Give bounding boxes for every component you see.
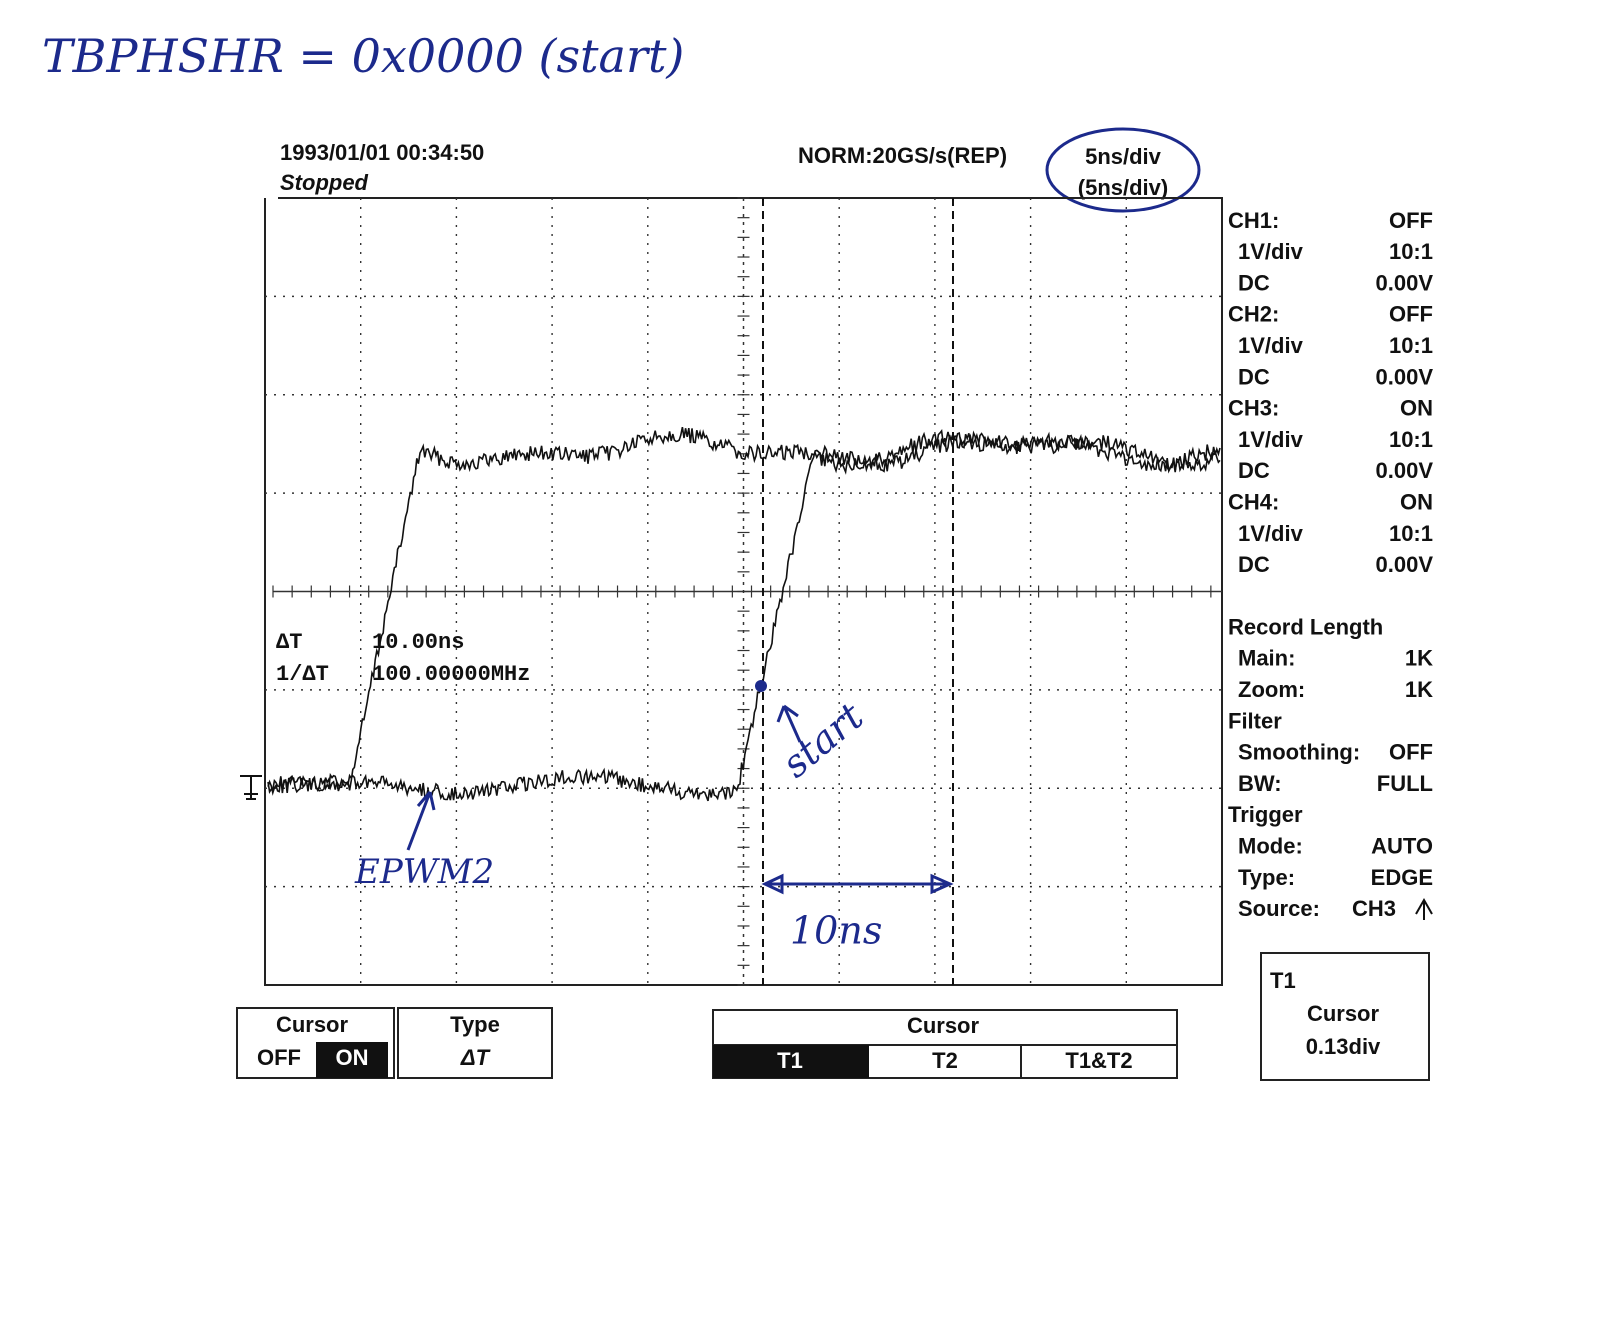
setting-label: CH1:: [1228, 208, 1279, 233]
start-dot: [755, 680, 767, 692]
acquisition: NORM:20GS/s(REP): [798, 143, 1007, 168]
status: Stopped: [280, 170, 369, 195]
setting-label: DC: [1238, 364, 1270, 389]
setting-label: Type:: [1238, 865, 1295, 890]
zoom-timebase: (5ns/div): [1078, 175, 1168, 200]
settings-panel: CH1: OFF 1V/div 10:1 DC 0.00V CH2: OFF 1V/div 10:…: [1228, 208, 1433, 921]
cursor-select-title: Cursor: [907, 1013, 980, 1038]
setting-label: DC: [1238, 552, 1270, 577]
setting-value: 1K: [1405, 646, 1433, 671]
setting-value: 0.00V: [1376, 552, 1434, 577]
setting-value: 10:1: [1389, 427, 1433, 452]
cursor-t1[interactable]: T1: [777, 1048, 803, 1073]
setting-label: 1V/div: [1238, 427, 1304, 452]
setting-label: Smoothing:: [1238, 740, 1360, 765]
setting-value: ON: [1400, 490, 1433, 515]
setting-label: 1V/div: [1238, 333, 1304, 358]
setting-value: 10:1: [1389, 521, 1433, 546]
cursor-t1t2[interactable]: T1&T2: [1065, 1048, 1132, 1073]
cursor-on-highlight: [316, 1042, 388, 1078]
setting-label: Main:: [1238, 646, 1295, 671]
setting-label: 1V/div: [1238, 239, 1304, 264]
setting-value: 10:1: [1389, 333, 1433, 358]
t1-highlight: [713, 1045, 869, 1078]
position-box: [1260, 952, 1430, 1081]
interval-note: 10ns: [790, 909, 882, 953]
setting-label: Source:: [1238, 896, 1320, 921]
setting-label: DC: [1238, 458, 1270, 483]
setting-label: Filter: [1228, 708, 1282, 733]
setting-value: FULL: [1377, 771, 1433, 796]
edge-icon: [1415, 897, 1433, 920]
setting-value: EDGE: [1371, 865, 1433, 890]
setting-label: Record Length: [1228, 614, 1383, 639]
setting-label: CH2:: [1228, 302, 1279, 327]
setting-label: DC: [1238, 270, 1270, 295]
cursor-box[interactable]: [236, 1007, 395, 1079]
timebase-circle: [1045, 127, 1201, 213]
setting-value: OFF: [1389, 740, 1433, 765]
setting-value: OFF: [1389, 208, 1433, 233]
setting-label: Mode:: [1238, 834, 1303, 859]
setting-label: Trigger: [1228, 802, 1303, 827]
start-arrow: [776, 704, 802, 743]
cursor-on[interactable]: ON: [336, 1045, 369, 1070]
setting-value: 10:1: [1389, 239, 1433, 264]
type-box[interactable]: [397, 1007, 553, 1079]
measurements: ΔT 10.00ns 1/ΔT 100.00000MHz: [276, 630, 530, 687]
setting-value: ON: [1400, 396, 1433, 421]
cursor-off[interactable]: OFF: [257, 1045, 301, 1070]
setting-label: Zoom:: [1238, 677, 1305, 702]
setting-value: OFF: [1389, 302, 1433, 327]
signal-note: EPWM2: [354, 852, 494, 892]
waveform: [267, 426, 1221, 796]
datetime: 1993/01/01 00:34:50: [280, 140, 484, 165]
type-title: Type: [450, 1012, 500, 1037]
position-subtitle: Cursor: [1307, 1001, 1380, 1026]
type-value: ΔT: [460, 1045, 491, 1070]
setting-value: 0.00V: [1376, 458, 1434, 483]
setting-value: CH3: [1352, 896, 1396, 921]
handwritten-title: TBPHSHR = 0x0000 (start): [42, 29, 684, 83]
position-title: T1: [1270, 968, 1296, 993]
measurement-value: 10.00ns: [372, 630, 464, 655]
cursor-t2[interactable]: T2: [932, 1048, 958, 1073]
measurement-value: 100.00000MHz: [372, 662, 530, 687]
setting-label: CH3:: [1228, 396, 1279, 421]
setting-value: 1K: [1405, 677, 1433, 702]
cursor-title: Cursor: [276, 1012, 349, 1037]
ground-marker: [240, 775, 262, 800]
signal-arrow: [406, 791, 436, 851]
setting-value: 0.00V: [1376, 364, 1434, 389]
position-value: 0.13div: [1306, 1034, 1381, 1059]
setting-value: 0.00V: [1376, 270, 1434, 295]
setting-label: BW:: [1238, 771, 1282, 796]
interval-arrow: [761, 873, 954, 895]
measurement-label: ΔT: [276, 630, 302, 655]
setting-label: 1V/div: [1238, 521, 1304, 546]
screen-frame: [264, 197, 1223, 986]
setting-value: AUTO: [1371, 834, 1433, 859]
setting-label: CH4:: [1228, 490, 1279, 515]
measurement-label: 1/ΔT: [276, 662, 329, 687]
timebase: 5ns/div: [1085, 144, 1162, 169]
